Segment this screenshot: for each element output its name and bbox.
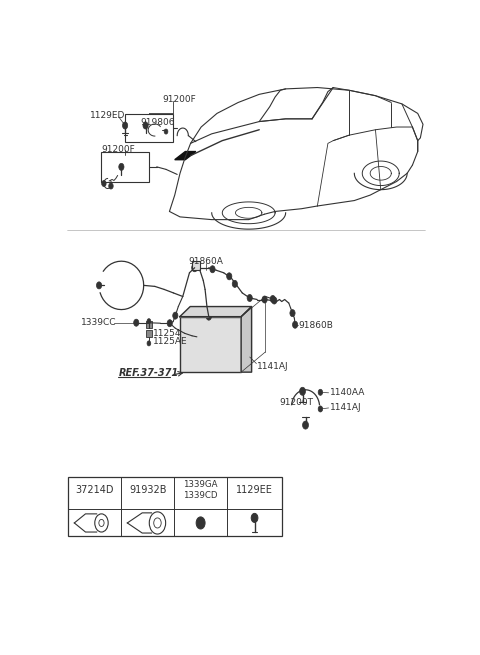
Text: 11254: 11254 (153, 329, 181, 338)
Circle shape (147, 319, 151, 324)
Circle shape (270, 295, 276, 303)
Circle shape (302, 421, 309, 429)
Circle shape (232, 280, 238, 288)
Text: 91200T: 91200T (279, 398, 313, 407)
Polygon shape (180, 307, 252, 316)
Text: 1129EE: 1129EE (236, 485, 273, 495)
Circle shape (290, 310, 295, 316)
Circle shape (247, 295, 252, 301)
Circle shape (272, 297, 277, 304)
Bar (145, 329, 152, 337)
Circle shape (318, 406, 323, 412)
Circle shape (173, 312, 178, 319)
Bar (192, 261, 200, 271)
Circle shape (133, 319, 139, 326)
Bar (180, 316, 241, 372)
Circle shape (292, 321, 298, 328)
Circle shape (147, 341, 151, 346)
Circle shape (210, 266, 215, 272)
Text: 1339GA
1339CD: 1339GA 1339CD (183, 479, 218, 500)
Text: 1125AE: 1125AE (153, 337, 188, 346)
Text: 91860A: 91860A (188, 257, 223, 266)
Text: 37214D: 37214D (75, 485, 114, 495)
Text: 91200F: 91200F (101, 145, 135, 154)
Bar (101, 152, 149, 182)
Circle shape (251, 514, 258, 523)
Circle shape (192, 264, 198, 272)
Circle shape (300, 387, 305, 396)
Text: 91200F: 91200F (162, 95, 196, 104)
Circle shape (167, 320, 172, 327)
Bar (145, 321, 152, 328)
Circle shape (262, 296, 267, 303)
Text: 1141AJ: 1141AJ (330, 403, 361, 413)
Circle shape (102, 181, 106, 187)
Circle shape (227, 272, 232, 280)
Circle shape (318, 389, 323, 396)
Text: 1129ED: 1129ED (90, 111, 125, 120)
Text: 1140AA: 1140AA (330, 388, 365, 398)
Text: 1339CC: 1339CC (81, 318, 116, 328)
Circle shape (96, 282, 102, 289)
Text: REF.37-371: REF.37-371 (119, 368, 179, 378)
Circle shape (206, 313, 211, 320)
Polygon shape (241, 307, 252, 372)
Bar (125, 114, 173, 141)
Bar (68, 477, 282, 536)
Circle shape (119, 163, 124, 170)
Text: 91932B: 91932B (129, 485, 167, 495)
Text: 919806: 919806 (140, 119, 175, 128)
Circle shape (122, 122, 128, 129)
Polygon shape (175, 151, 196, 160)
Circle shape (143, 122, 148, 129)
Circle shape (164, 129, 168, 134)
Text: 1141AJ: 1141AJ (257, 362, 289, 371)
Circle shape (196, 517, 205, 529)
Text: 91860B: 91860B (298, 321, 333, 330)
Circle shape (109, 183, 113, 189)
